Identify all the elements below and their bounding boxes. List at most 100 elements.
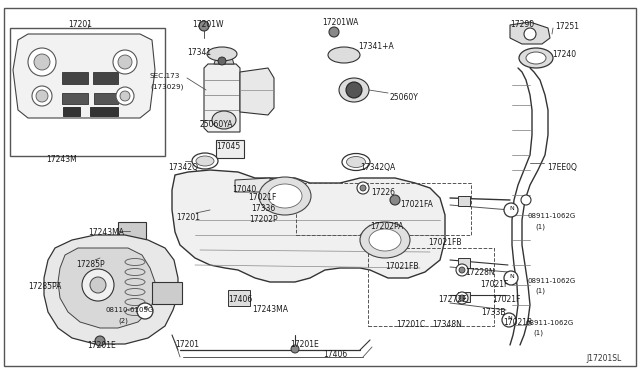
Ellipse shape bbox=[339, 78, 369, 102]
Ellipse shape bbox=[259, 177, 311, 215]
Text: 17201: 17201 bbox=[175, 340, 199, 349]
Text: 17251: 17251 bbox=[555, 22, 579, 31]
Text: N: N bbox=[507, 315, 512, 321]
Text: 1733B: 1733B bbox=[481, 308, 506, 317]
Text: (1): (1) bbox=[535, 223, 545, 230]
Text: 17406: 17406 bbox=[228, 295, 252, 304]
Text: 17201: 17201 bbox=[176, 213, 200, 222]
Text: 17021FB: 17021FB bbox=[428, 238, 461, 247]
Text: 17336: 17336 bbox=[251, 204, 275, 213]
Ellipse shape bbox=[212, 111, 236, 129]
Circle shape bbox=[456, 292, 468, 304]
Text: 17348N: 17348N bbox=[432, 320, 462, 329]
Circle shape bbox=[504, 271, 518, 285]
Text: 08911-1062G: 08911-1062G bbox=[525, 320, 573, 326]
Text: 17201WA: 17201WA bbox=[322, 18, 358, 27]
Ellipse shape bbox=[519, 48, 553, 68]
Text: 17202PA: 17202PA bbox=[370, 222, 403, 231]
Polygon shape bbox=[63, 107, 80, 116]
Text: 17226: 17226 bbox=[371, 188, 395, 197]
Text: 17EE0Q: 17EE0Q bbox=[547, 163, 577, 172]
Circle shape bbox=[120, 91, 130, 101]
Polygon shape bbox=[62, 72, 88, 84]
Polygon shape bbox=[90, 107, 118, 116]
Text: 17045: 17045 bbox=[216, 142, 240, 151]
Text: 08911-1062G: 08911-1062G bbox=[527, 278, 575, 284]
Text: 17021F: 17021F bbox=[248, 193, 276, 202]
Ellipse shape bbox=[526, 52, 546, 64]
Text: N: N bbox=[509, 273, 514, 279]
Text: 17201E: 17201E bbox=[290, 340, 319, 349]
Text: 17021R: 17021R bbox=[503, 318, 532, 327]
Text: 17285P: 17285P bbox=[76, 260, 104, 269]
Circle shape bbox=[360, 185, 366, 191]
Polygon shape bbox=[58, 248, 155, 328]
Bar bbox=[458, 258, 470, 268]
Text: (1): (1) bbox=[533, 330, 543, 337]
Circle shape bbox=[459, 267, 465, 273]
Circle shape bbox=[36, 90, 48, 102]
Text: 17201: 17201 bbox=[68, 20, 92, 29]
Polygon shape bbox=[13, 34, 155, 118]
Text: 25060Y: 25060Y bbox=[390, 93, 419, 102]
Text: 17021FB: 17021FB bbox=[385, 262, 419, 271]
Ellipse shape bbox=[346, 157, 365, 167]
Circle shape bbox=[357, 182, 369, 194]
Text: 17272E: 17272E bbox=[438, 295, 467, 304]
Text: (173029): (173029) bbox=[150, 83, 184, 90]
Circle shape bbox=[82, 269, 114, 301]
Bar bbox=[10, 28, 165, 156]
Text: 17040: 17040 bbox=[232, 185, 256, 194]
Text: 17243M: 17243M bbox=[47, 155, 77, 164]
Polygon shape bbox=[240, 68, 274, 115]
Circle shape bbox=[346, 82, 362, 98]
Ellipse shape bbox=[360, 222, 410, 258]
Bar bbox=[296, 183, 471, 235]
Ellipse shape bbox=[369, 229, 401, 251]
Text: 17021F: 17021F bbox=[492, 295, 520, 304]
Circle shape bbox=[95, 336, 105, 346]
Bar bbox=[228, 290, 250, 306]
Circle shape bbox=[329, 27, 339, 37]
Polygon shape bbox=[510, 22, 550, 44]
Text: 17285PA: 17285PA bbox=[28, 282, 61, 291]
Bar bbox=[118, 222, 146, 240]
Text: 17202P: 17202P bbox=[249, 215, 278, 224]
Circle shape bbox=[291, 345, 299, 353]
Circle shape bbox=[521, 195, 531, 205]
Ellipse shape bbox=[196, 156, 214, 166]
Text: 17240: 17240 bbox=[552, 50, 576, 59]
Circle shape bbox=[90, 277, 106, 293]
Text: 17021FA: 17021FA bbox=[400, 200, 433, 209]
Circle shape bbox=[34, 54, 50, 70]
Ellipse shape bbox=[328, 47, 360, 63]
Text: 17243MA: 17243MA bbox=[88, 228, 124, 237]
Circle shape bbox=[118, 55, 132, 69]
Text: 17228N: 17228N bbox=[465, 268, 495, 277]
Circle shape bbox=[116, 87, 134, 105]
Circle shape bbox=[524, 28, 536, 40]
Bar bbox=[458, 292, 470, 302]
Text: 08110-6105G: 08110-6105G bbox=[105, 307, 153, 313]
Text: J17201SL: J17201SL bbox=[586, 354, 621, 363]
Text: N: N bbox=[509, 205, 514, 211]
Polygon shape bbox=[214, 58, 234, 64]
Text: 17201E: 17201E bbox=[87, 341, 116, 350]
Text: 17342Q: 17342Q bbox=[168, 163, 198, 172]
Text: 17021F: 17021F bbox=[480, 280, 508, 289]
Text: 17243MA: 17243MA bbox=[252, 305, 288, 314]
Circle shape bbox=[28, 48, 56, 76]
Polygon shape bbox=[62, 93, 88, 104]
Circle shape bbox=[137, 303, 153, 319]
Ellipse shape bbox=[192, 153, 218, 169]
Bar bbox=[368, 248, 494, 326]
Circle shape bbox=[218, 57, 226, 65]
Circle shape bbox=[390, 195, 400, 205]
Text: B: B bbox=[143, 307, 147, 311]
Circle shape bbox=[504, 203, 518, 217]
Polygon shape bbox=[172, 170, 445, 282]
Circle shape bbox=[199, 21, 209, 31]
Text: 17342QA: 17342QA bbox=[360, 163, 396, 172]
Circle shape bbox=[456, 264, 468, 276]
Text: 17201C: 17201C bbox=[396, 320, 425, 329]
